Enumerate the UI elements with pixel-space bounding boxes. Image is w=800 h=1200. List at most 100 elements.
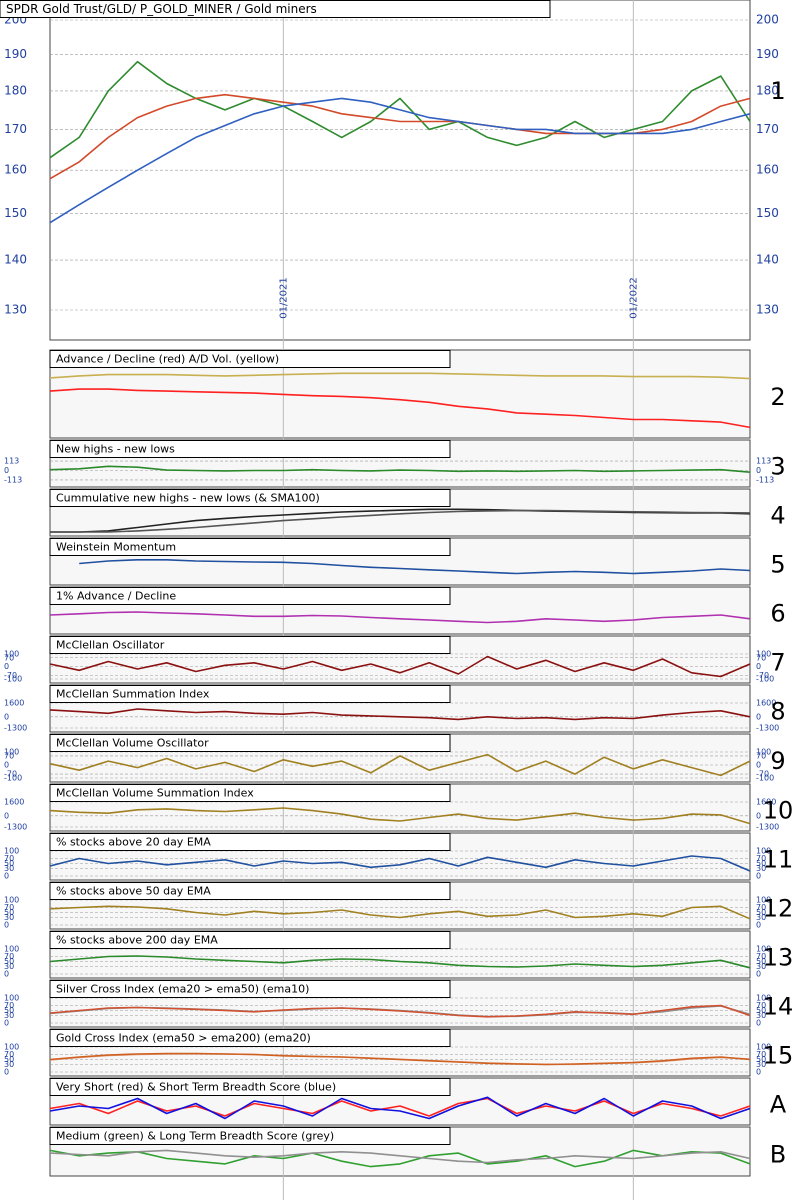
title-box [49, 1029, 451, 1047]
series-line [49, 611, 751, 624]
y-tick-label: 50 [756, 908, 766, 917]
panel-title: 1% Advance / Decline [56, 590, 176, 603]
y-tick-label: 130 [4, 303, 27, 317]
y-tick-label: 180 [756, 83, 779, 97]
series-line [49, 1052, 751, 1066]
y-tick-label: 0 [756, 662, 761, 671]
y-tick-label: 30 [4, 913, 14, 922]
panel-title: Medium (green) & Long Term Breadth Score… [56, 1130, 334, 1143]
panel-title: % stocks above 200 day EMA [56, 934, 218, 947]
y-tick-label: 70 [4, 854, 14, 863]
y-tick-label: 0 [4, 970, 9, 979]
y-tick-label: 30 [756, 1011, 766, 1020]
y-tick-label: 100 [756, 1043, 771, 1052]
series-line [49, 465, 751, 473]
series-line [49, 1149, 751, 1164]
series-line [49, 372, 751, 380]
y-tick-label: -70 [4, 770, 17, 779]
y-tick-label: 0 [4, 712, 9, 721]
y-tick-label: 0 [756, 970, 761, 979]
panel-title: Silver Cross Index (ema20 > ema50) (ema1… [56, 983, 309, 996]
y-tick-label: 1600 [756, 798, 776, 807]
panel-title: % stocks above 20 day EMA [56, 836, 211, 849]
y-tick-label: 70 [756, 903, 766, 912]
panel-label: 3 [770, 453, 785, 481]
series-line [50, 509, 751, 533]
y-tick-label: 50 [4, 908, 14, 917]
y-tick-label: 100 [756, 896, 771, 905]
y-tick-label: 100 [756, 748, 771, 757]
y-tick-label: 30 [4, 962, 14, 971]
series-line [49, 1149, 751, 1168]
y-tick-label: 0 [756, 872, 761, 881]
y-tick-label: -1300 [756, 823, 779, 832]
y-tick-label: 113 [4, 457, 19, 466]
y-tick-label: 70 [756, 1050, 766, 1059]
y-tick-label: 1600 [756, 699, 776, 708]
y-tick-label: 70 [4, 653, 14, 662]
title-box [49, 440, 451, 458]
y-tick-label: 50 [4, 957, 14, 966]
y-tick-label: 70 [4, 1050, 14, 1059]
y-tick-label: 100 [4, 650, 19, 659]
panel-label: A [770, 1091, 787, 1119]
title-box [49, 931, 451, 949]
y-tick-label: 30 [756, 1060, 766, 1069]
y-tick-label: 0 [756, 712, 761, 721]
y-tick-label: 50 [4, 1006, 14, 1015]
series-line [49, 60, 751, 159]
series-line [49, 1097, 751, 1117]
y-tick-label: 0 [4, 662, 9, 671]
y-tick-label: -100 [4, 675, 22, 684]
y-tick-label: 0 [756, 1068, 761, 1077]
y-tick-label: 70 [4, 1001, 14, 1010]
y-tick-label: 100 [756, 945, 771, 954]
y-tick-label: 190 [756, 47, 779, 61]
y-tick-label: 0 [756, 811, 761, 820]
series-line [79, 559, 751, 575]
y-tick-label: 30 [756, 913, 766, 922]
panel-label: 14 [763, 993, 794, 1021]
y-tick-label: -113 [756, 475, 774, 484]
panel-title: McClellan Volume Oscillator [56, 737, 209, 750]
y-tick-label: 50 [4, 1055, 14, 1064]
y-tick-label: -100 [4, 774, 22, 783]
series-line [49, 388, 751, 429]
panel-label: 7 [770, 649, 785, 677]
y-tick-label: 0 [4, 1068, 9, 1077]
panel-title: % stocks above 50 day EMA [56, 885, 211, 898]
y-tick-label: 100 [4, 1043, 19, 1052]
y-tick-label: 1600 [4, 699, 24, 708]
x-tick-label: 01/2021 [278, 277, 289, 319]
panel-title: New highs - new lows [56, 443, 175, 456]
panel-label: 1 [770, 77, 785, 105]
panel-title: SPDR Gold Trust/GLD/ P_GOLD_MINER / Gold… [6, 2, 317, 16]
y-tick-label: 0 [756, 761, 761, 770]
y-tick-label: 100 [4, 748, 19, 757]
panel-label: 2 [770, 383, 785, 411]
y-tick-label: 50 [756, 1006, 766, 1015]
panel-title: Very Short (red) & Short Term Breadth Sc… [56, 1081, 336, 1094]
y-tick-label: 180 [4, 83, 27, 97]
y-tick-label: 70 [756, 653, 766, 662]
panel-title: McClellan Volume Summation Index [56, 787, 254, 800]
y-tick-label: 30 [756, 962, 766, 971]
y-tick-label: -1300 [4, 823, 27, 832]
title-box [49, 734, 451, 752]
panel-label: 9 [770, 747, 785, 775]
panel-label: 11 [763, 846, 794, 874]
y-tick-label: 30 [4, 1060, 14, 1069]
panel-label: B [770, 1141, 786, 1169]
y-tick-label: 70 [756, 952, 766, 961]
y-tick-label: 0 [756, 921, 761, 930]
series-line [49, 97, 751, 224]
y-tick-label: -100 [756, 774, 774, 783]
x-tick-label: 01/2022 [628, 277, 639, 319]
panel-title: Gold Cross Index (ema50 > ema200) (ema20… [56, 1032, 311, 1045]
title-box [49, 1127, 451, 1145]
title-box [0, 0, 551, 18]
panel-label: 4 [770, 502, 785, 530]
y-tick-label: 190 [4, 47, 27, 61]
y-tick-label: 70 [4, 952, 14, 961]
y-tick-label: 0 [4, 761, 9, 770]
